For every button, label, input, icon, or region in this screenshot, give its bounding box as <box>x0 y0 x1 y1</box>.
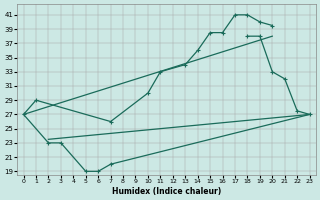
X-axis label: Humidex (Indice chaleur): Humidex (Indice chaleur) <box>112 187 221 196</box>
